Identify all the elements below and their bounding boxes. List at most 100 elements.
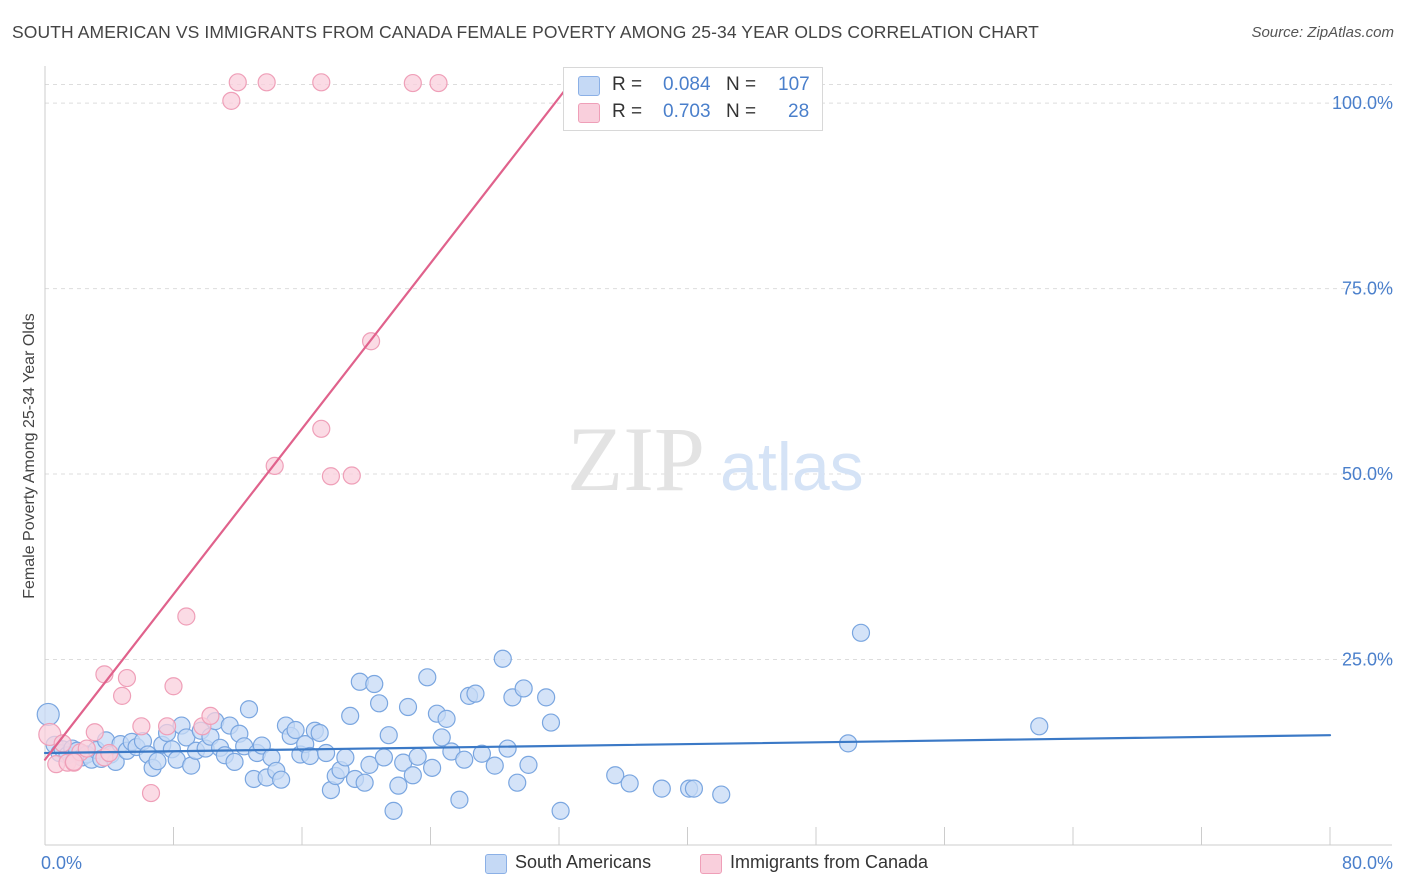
- point-immigrants-from-canada: [342, 466, 361, 485]
- r-label: R =: [612, 74, 643, 95]
- point-south-americans: [36, 702, 60, 727]
- point-immigrants-from-canada: [312, 419, 331, 438]
- x-tick-label-min: 0.0%: [41, 853, 82, 873]
- watermark: ZIP atlas: [567, 408, 864, 510]
- x-tick-label-max: 80.0%: [1342, 853, 1393, 873]
- point-south-americans: [437, 709, 456, 728]
- point-immigrants-from-canada: [85, 723, 104, 742]
- point-south-americans: [423, 758, 442, 777]
- chart-source: Source: ZipAtlas.com: [1251, 24, 1394, 41]
- point-south-americans: [316, 743, 336, 763]
- point-immigrants-from-canada: [228, 73, 247, 92]
- gridlines: [45, 84, 1392, 661]
- point-south-americans: [360, 755, 379, 774]
- point-south-americans: [1030, 717, 1049, 736]
- point-immigrants-from-canada: [112, 686, 132, 705]
- point-immigrants-from-canada: [429, 73, 448, 93]
- point-south-americans: [541, 713, 561, 732]
- trend-line-south-americans: [43, 734, 1332, 755]
- chart-title: SOUTH AMERICAN VS IMMIGRANTS FROM CANADA…: [12, 22, 1039, 42]
- y-tick-label: 75.0%: [1342, 279, 1393, 299]
- point-south-americans: [310, 723, 329, 743]
- axes: [44, 66, 1392, 846]
- point-south-americans: [493, 649, 512, 668]
- n-label: N =: [726, 101, 757, 122]
- point-south-americans: [620, 774, 639, 793]
- point-south-americans: [455, 750, 474, 769]
- stats-box: R = 0.084 N = 107 R = 0.703 N = 28: [563, 67, 823, 131]
- point-south-americans: [450, 790, 469, 809]
- point-immigrants-from-canada: [64, 752, 84, 772]
- n-value-immigrants-from-canada: 28: [788, 101, 810, 122]
- n-label: N =: [726, 74, 757, 95]
- point-south-americans: [374, 748, 394, 767]
- point-south-americans: [839, 734, 858, 753]
- point-south-americans: [432, 728, 451, 747]
- point-immigrants-from-canada: [157, 717, 177, 736]
- point-south-americans: [485, 756, 504, 775]
- point-south-americans: [551, 801, 570, 820]
- n-value-south-americans: 107: [778, 74, 810, 95]
- point-south-americans: [384, 801, 403, 820]
- trend-lines: [43, 76, 1332, 761]
- legend-swatch-immigrants-from-canada: [700, 854, 722, 874]
- legend-item-immigrants-from-canada[interactable]: Immigrants from Canada: [700, 852, 970, 876]
- point-south-americans: [148, 752, 167, 771]
- trend-line-immigrants-from-canada: [43, 76, 577, 761]
- point-south-americans: [606, 766, 625, 785]
- legend-item-south-americans[interactable]: South Americans: [485, 852, 685, 876]
- point-south-americans: [370, 694, 389, 713]
- point-immigrants-from-canada: [257, 73, 276, 92]
- point-south-americans: [537, 688, 556, 707]
- r-value-south-americans: 0.084: [663, 74, 711, 95]
- y-tick-label: 25.0%: [1342, 650, 1393, 670]
- legend-label-south-americans: South Americans: [515, 852, 652, 872]
- point-south-americans: [508, 773, 527, 792]
- watermark-zip: ZIP: [567, 408, 705, 510]
- point-south-americans: [684, 779, 704, 798]
- r-label: R =: [612, 101, 643, 122]
- point-south-americans: [389, 776, 408, 795]
- legend-swatch-south-americans: [485, 854, 507, 874]
- point-south-americans: [272, 770, 291, 789]
- point-immigrants-from-canada: [141, 783, 161, 803]
- point-south-americans: [355, 773, 374, 792]
- south-americans-swatch: [578, 76, 600, 96]
- legend-label-immigrants-from-canada: Immigrants from Canada: [730, 852, 929, 872]
- point-south-americans: [379, 726, 398, 745]
- tick-labels: 25.0% 50.0% 75.0% 100.0% 0.0% 80.0%: [41, 93, 1393, 873]
- point-south-americans: [341, 706, 360, 726]
- y-tick-label: 50.0%: [1342, 464, 1393, 484]
- r-value-immigrants-from-canada: 0.703: [663, 101, 711, 122]
- point-south-americans: [652, 779, 671, 798]
- point-immigrants-from-canada: [403, 73, 422, 93]
- point-south-americans: [336, 748, 355, 767]
- point-south-americans: [365, 674, 384, 694]
- point-immigrants-from-canada: [222, 91, 241, 110]
- point-south-americans: [398, 697, 418, 717]
- data-points: [36, 73, 1049, 820]
- y-tick-label: 100.0%: [1332, 93, 1393, 113]
- point-south-americans: [225, 752, 244, 772]
- point-immigrants-from-canada: [321, 467, 341, 486]
- point-immigrants-from-canada: [312, 73, 331, 92]
- point-south-americans: [472, 744, 491, 763]
- immigrants-from-canada-swatch: [578, 103, 600, 123]
- point-south-americans: [466, 684, 485, 703]
- point-south-americans: [403, 766, 422, 785]
- watermark-atlas: atlas: [720, 429, 864, 505]
- point-immigrants-from-canada: [77, 739, 96, 758]
- point-immigrants-from-canada: [164, 677, 183, 696]
- point-south-americans: [514, 679, 533, 698]
- point-immigrants-from-canada: [132, 717, 151, 736]
- point-south-americans: [239, 700, 259, 719]
- point-south-americans: [851, 623, 871, 642]
- point-south-americans: [286, 720, 305, 740]
- point-south-americans: [519, 755, 538, 774]
- point-south-americans: [498, 739, 517, 758]
- point-south-americans: [712, 785, 731, 804]
- point-immigrants-from-canada: [117, 668, 137, 688]
- point-immigrants-from-canada: [201, 706, 220, 726]
- point-south-americans: [418, 668, 437, 687]
